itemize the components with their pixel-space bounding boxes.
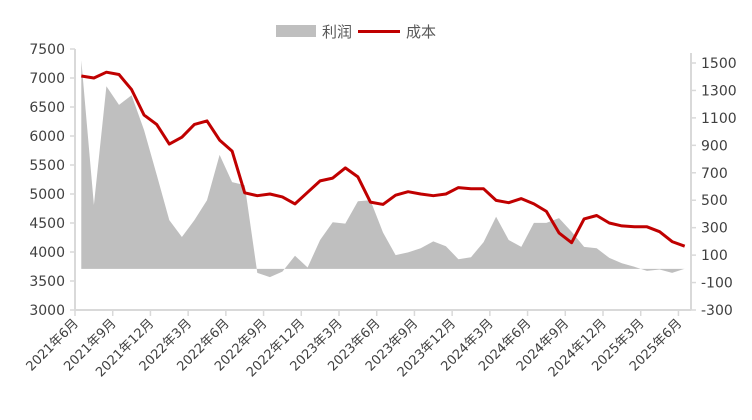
x-axis: 2021年6月2021年9月2021年12月2022年3月2022年6月2022… — [24, 309, 691, 380]
left-y-axis: 3000 3500 4000 4500 5000 5500 6000 6500 7000 7500 — [29, 42, 76, 319]
area-swatch-icon — [276, 25, 316, 37]
right-axis-tick-label: 700 — [701, 166, 728, 182]
right-axis-tick-label: 1500 — [701, 56, 737, 72]
line-swatch-icon — [358, 29, 401, 33]
left-axis-tick-label: 4000 — [29, 245, 65, 261]
left-axis-tick-label: 5500 — [29, 158, 65, 174]
right-axis-tick-label: 900 — [701, 138, 728, 154]
left-axis-tick-label: 5000 — [29, 187, 65, 203]
left-axis-tick-label: 4500 — [29, 216, 65, 232]
legend-label-profit: 利润 — [322, 22, 353, 41]
legend-label-cost: 成本 — [406, 22, 437, 41]
left-axis-tick-label: 3500 — [29, 274, 65, 290]
plot-area — [81, 60, 686, 278]
right-axis-tick-label: 1300 — [701, 83, 737, 99]
left-axis-tick-label: 6500 — [29, 100, 65, 116]
cost-line-series — [81, 70, 686, 248]
left-axis-tick-label: 6000 — [29, 129, 65, 145]
right-axis-tick-label: 300 — [701, 221, 728, 237]
right-axis-tick-label: -100 — [701, 276, 733, 292]
legend-item-cost[interactable]: 成本 — [358, 21, 436, 42]
legend-item-profit[interactable]: 利润 — [276, 21, 352, 42]
right-axis-tick-label: 500 — [701, 193, 728, 209]
legend: 利润 成本 — [276, 20, 442, 42]
left-axis-tick-label: 7000 — [29, 71, 65, 87]
left-axis-tick-label: 3000 — [29, 303, 65, 319]
right-axis-tick-label: -300 — [701, 303, 733, 319]
right-axis-tick-label: 100 — [701, 248, 728, 264]
profit-area-series — [81, 60, 685, 278]
left-axis-tick-label: 7500 — [29, 42, 65, 58]
right-axis-tick-label: 1100 — [701, 111, 737, 127]
right-y-axis: -300 -100 100 300 500 700 900 1100 1300 1500 — [690, 53, 737, 319]
